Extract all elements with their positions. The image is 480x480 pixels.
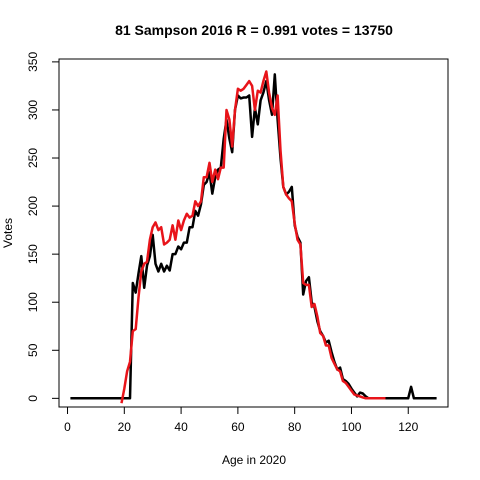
x-tick-label: 120 xyxy=(398,420,418,434)
x-axis-label: Age in 2020 xyxy=(222,453,286,467)
y-tick-label: 350 xyxy=(26,52,40,72)
y-tick-label: 200 xyxy=(26,196,40,216)
x-tick-label: 40 xyxy=(174,420,188,434)
y-tick-label: 50 xyxy=(26,343,40,357)
x-tick-label: 0 xyxy=(64,420,71,434)
series-line-1 xyxy=(70,73,437,400)
x-tick-label: 100 xyxy=(341,420,361,434)
x-tick-label: 20 xyxy=(118,420,132,434)
y-tick-label: 300 xyxy=(26,100,40,120)
y-axis-label: Votes xyxy=(1,218,15,248)
x-axis: 0 20 40 60 80 100 120 xyxy=(64,406,419,434)
x-tick-label: 60 xyxy=(231,420,245,434)
y-tick-label: 0 xyxy=(26,395,40,402)
y-tick-label: 250 xyxy=(26,148,40,168)
series-layer xyxy=(70,70,437,404)
y-tick-label: 100 xyxy=(26,292,40,312)
x-tick-label: 80 xyxy=(288,420,302,434)
series-line-2 xyxy=(120,70,386,404)
chart-title: 81 Sampson 2016 R = 0.991 votes = 13750 xyxy=(115,22,393,38)
y-axis: 0 50 100 150 200 250 300 350 xyxy=(26,52,60,402)
y-tick-label: 150 xyxy=(26,244,40,264)
